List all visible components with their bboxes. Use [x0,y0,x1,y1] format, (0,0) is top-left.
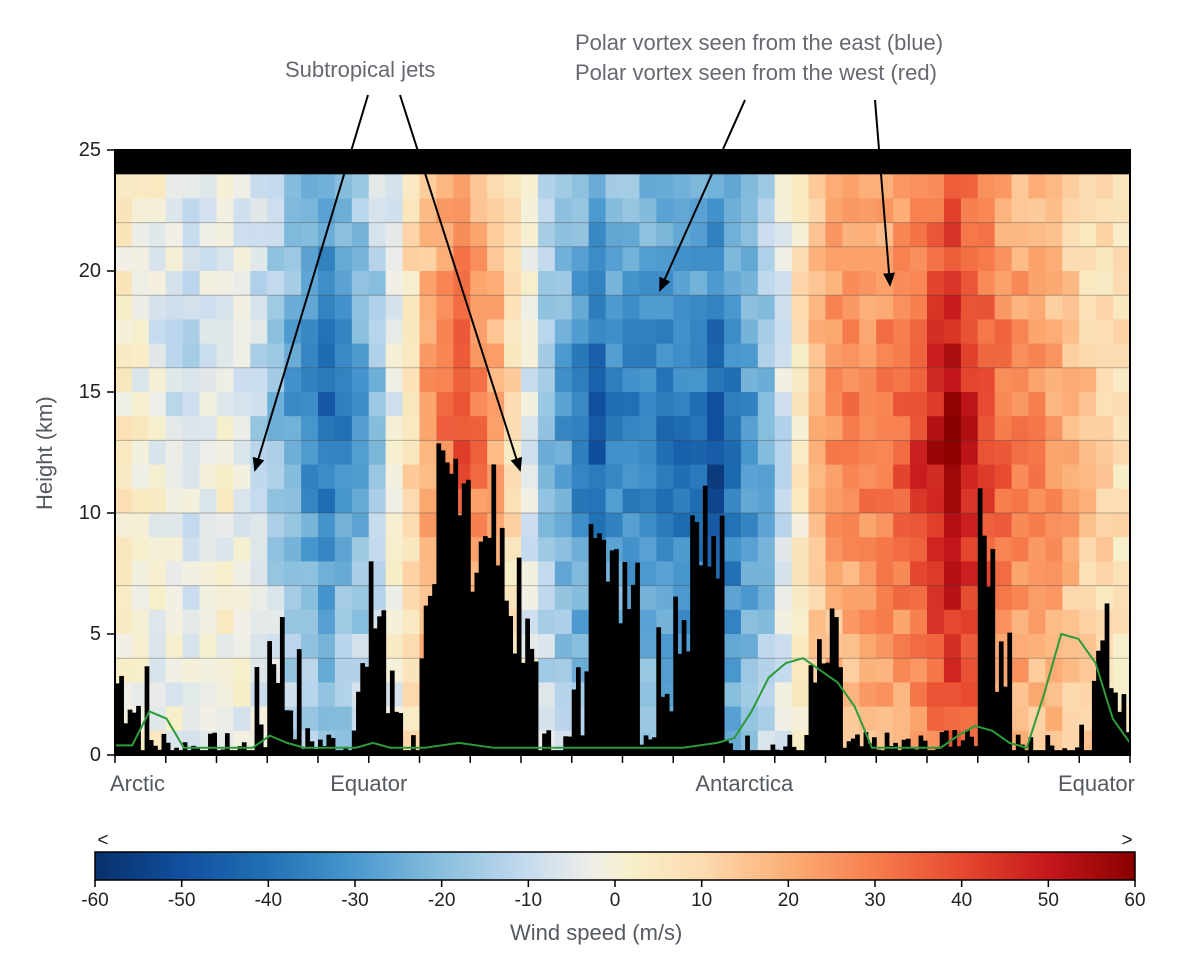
y-tick-label: 15 [79,381,101,403]
colorbar-tick-label: 60 [1124,890,1145,911]
x-category-label: Equator [330,771,407,796]
colorbar-lt-label: < [97,830,108,851]
colorbar-tick-label: 50 [1038,890,1059,911]
wind-profile-figure: Subtropical jets Polar vortex seen from … [20,20,1180,953]
colorbar-gt-label: > [1121,830,1132,851]
colorbar-tick-label: 30 [864,890,885,911]
colorbar-tick-label: -20 [428,890,455,911]
colorbar-tick-label: 0 [610,890,621,911]
figure-svg: 0 5 10 15 20 25 Arctic Equator Antarctica Equator… [20,20,1180,953]
x-category-label: Equator [1058,771,1135,796]
y-tick-label: 10 [79,502,101,524]
y-tick-label: 5 [90,623,101,645]
colorbar-tick-label: -10 [515,890,542,911]
x-category-label: Arctic [110,771,165,796]
colorbar-tick-label: -30 [341,890,368,911]
x-category-label: Antarctica [695,771,794,796]
colorbar-tick-label: -60 [81,890,108,911]
colorbar-tick-label: -40 [255,890,282,911]
colorbar [95,852,1135,880]
colorbar-tick-label: 40 [951,890,972,911]
colorbar-tick-label: -50 [168,890,195,911]
y-tick-label: 25 [79,139,101,161]
y-tick-label: 20 [79,260,101,282]
y-tick-label: 0 [90,744,101,766]
colorbar-tick-label: 10 [691,890,712,911]
colorbar-tick-label: 20 [778,890,799,911]
